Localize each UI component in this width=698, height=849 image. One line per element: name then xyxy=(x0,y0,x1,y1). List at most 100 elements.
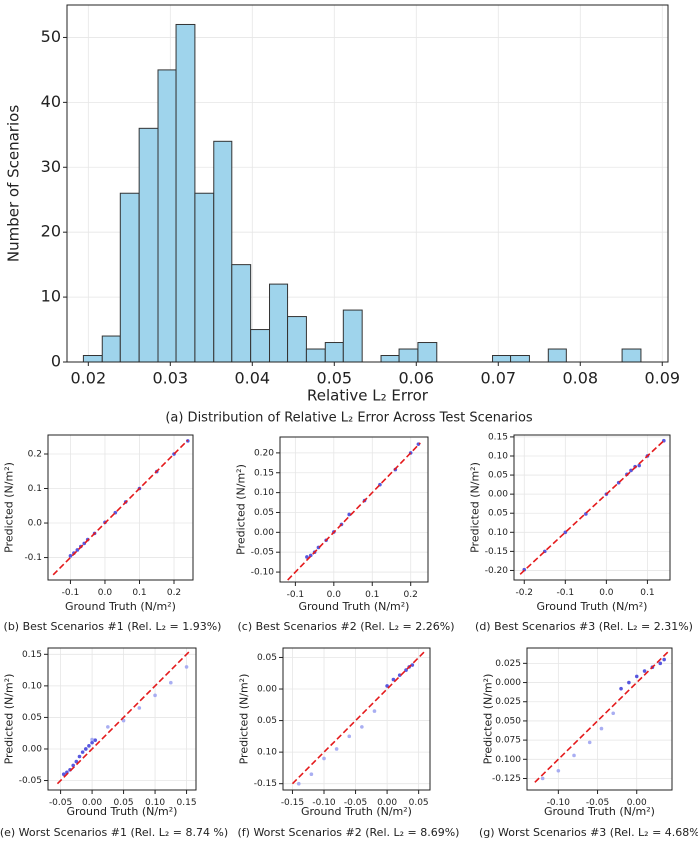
y-tick-label: 0.100 xyxy=(495,755,521,765)
reference-line xyxy=(291,650,426,785)
bar xyxy=(157,69,177,363)
y-tick-label: -0.05 xyxy=(19,776,42,786)
caption: (b) Best Scenarios #1 (Rel. L₂ = 1.93%) xyxy=(4,620,222,633)
point xyxy=(627,680,631,685)
y-tick-label: 0.05 xyxy=(488,509,508,519)
bar xyxy=(269,283,289,363)
x-tick-label: 0.05 xyxy=(409,798,429,808)
x-axis-label: Ground Truth (N/m²) xyxy=(544,805,655,818)
y-tick-label: 0.10 xyxy=(257,748,277,758)
y-tick-label: 0.00 xyxy=(254,528,274,538)
point xyxy=(410,663,415,667)
x-tick-label: 0.06 xyxy=(398,369,434,388)
x-tick-label: 0.02 xyxy=(71,369,107,388)
y-tick-label: 0.15 xyxy=(22,650,42,660)
y-tick-label: 0.075 xyxy=(495,736,521,746)
x-axis-label: Ground Truth (N/m²) xyxy=(299,600,410,613)
point xyxy=(169,680,173,685)
y-tick-label: 0.025 xyxy=(495,697,521,707)
point xyxy=(90,737,94,742)
y-tick-label: -0.15 xyxy=(254,779,277,789)
reference-line xyxy=(287,442,421,581)
x-tick-label: -0.1 xyxy=(62,588,80,598)
point xyxy=(611,711,616,716)
y-tick-label: -0.125 xyxy=(492,774,521,784)
bar xyxy=(138,127,159,363)
point xyxy=(662,657,666,662)
bar xyxy=(398,348,419,363)
x-tick-label: 0.08 xyxy=(562,369,598,388)
x-tick-label: 0.0 xyxy=(599,588,614,598)
y-tick-label: 50 xyxy=(41,27,61,46)
plot-frame xyxy=(279,436,429,583)
x-axis-label: Ground Truth (N/m²) xyxy=(301,805,412,818)
y-tick-label: 30 xyxy=(41,157,61,176)
y-tick-label: 0.000 xyxy=(495,678,521,688)
y-tick-label: 0.2 xyxy=(28,449,42,459)
point xyxy=(106,725,110,729)
y-tick-label: 40 xyxy=(41,92,61,111)
caption: (d) Best Scenarios #3 (Rel. L₂ = 2.31%) xyxy=(475,620,693,633)
point xyxy=(634,674,639,679)
plot-frame xyxy=(66,4,669,363)
bar xyxy=(492,355,512,363)
y-tick-label: 0.10 xyxy=(488,528,508,538)
point xyxy=(334,747,339,751)
y-tick-label: 0 xyxy=(51,352,61,371)
x-tick-label: 0.1 xyxy=(132,588,146,598)
point xyxy=(75,548,80,552)
point xyxy=(322,756,326,761)
x-tick-label: 0.15 xyxy=(177,798,197,808)
bar xyxy=(175,23,196,363)
bar xyxy=(250,329,271,363)
y-tick-label: -0.10 xyxy=(251,568,275,578)
bar xyxy=(213,140,233,363)
y-tick-label: 20 xyxy=(41,222,61,241)
plot-frame xyxy=(47,434,194,581)
bar xyxy=(194,192,215,363)
x-tick-label: 0.2 xyxy=(167,588,181,598)
y-tick-label: -0.05 xyxy=(251,548,274,558)
point xyxy=(556,769,561,773)
plot-frame xyxy=(513,434,671,581)
point xyxy=(599,726,604,731)
point xyxy=(587,740,592,745)
point xyxy=(83,747,88,751)
point xyxy=(61,772,66,777)
bar xyxy=(324,342,344,363)
bar xyxy=(547,348,567,363)
x-tick-label: 0.0 xyxy=(327,590,342,600)
y-tick-label: 0.05 xyxy=(22,713,42,723)
x-axis-label: Ground Truth (N/m²) xyxy=(537,600,648,613)
y-tick-label: 0.05 xyxy=(488,471,508,481)
x-axis-label: Ground Truth (N/m²) xyxy=(67,805,178,818)
y-tick-label: 10 xyxy=(41,287,61,306)
point xyxy=(347,512,351,517)
point xyxy=(137,706,142,710)
y-tick-label: 0.15 xyxy=(254,468,274,478)
y-axis-label: Predicted (N/m²) xyxy=(482,674,495,765)
reference-line xyxy=(519,440,665,575)
x-tick-label: 0.1 xyxy=(365,590,379,600)
plot-frame xyxy=(526,647,673,791)
bar xyxy=(82,355,103,363)
plot-frame xyxy=(47,647,197,791)
bar xyxy=(510,355,530,363)
caption: (a) Distribution of Relative L₂ Error Ac… xyxy=(165,411,533,426)
y-tick-label: 0.05 xyxy=(257,653,277,663)
point xyxy=(658,661,663,666)
y-axis-label: Predicted (N/m²) xyxy=(3,462,16,553)
reference-line xyxy=(56,650,191,785)
y-axis-label: Predicted (N/m²) xyxy=(238,674,251,765)
point xyxy=(153,693,157,698)
y-tick-label: 0.00 xyxy=(22,744,42,754)
point xyxy=(637,463,642,468)
point xyxy=(80,750,85,754)
point xyxy=(642,669,647,673)
y-tick-label: -0.20 xyxy=(485,566,509,576)
point xyxy=(391,677,396,682)
point xyxy=(347,734,352,739)
point xyxy=(404,668,408,672)
y-tick-label: 0.10 xyxy=(22,681,42,691)
